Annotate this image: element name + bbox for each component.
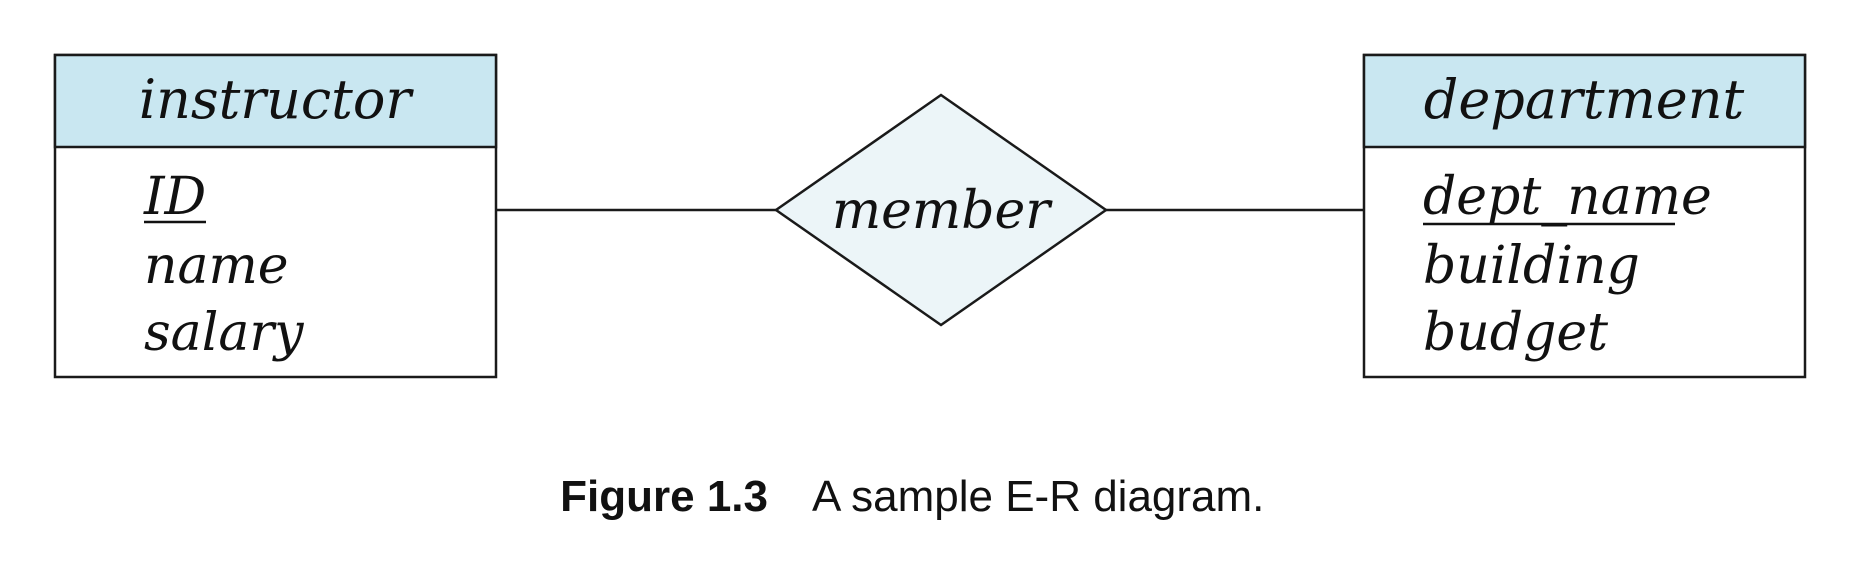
attribute-name: name — [144, 236, 289, 296]
entity-instructor-header — [53, 53, 498, 149]
entity-instructor: instructor ID name salary — [53, 53, 498, 379]
attribute-building: building — [1423, 236, 1640, 296]
entity-instructor-title: instructor — [139, 68, 415, 131]
relationship-diamond — [773, 93, 1109, 327]
entity-department: department dept_name building budget — [1362, 53, 1807, 379]
relationship-member-label: member — [832, 181, 1053, 241]
caption-label: Figure 1.3 — [560, 472, 768, 521]
attribute-id: ID — [143, 167, 206, 227]
entity-department-header — [1362, 53, 1807, 149]
attribute-dept-name: dept_name — [1423, 167, 1712, 227]
attribute-salary: salary — [144, 303, 304, 363]
figure-caption: Figure 1.3 A sample E-R diagram. — [560, 472, 1264, 521]
attribute-budget: budget — [1423, 303, 1608, 363]
entity-department-title: department — [1424, 68, 1745, 131]
caption-text: A sample E-R diagram. — [812, 472, 1264, 521]
relationship-member: member — [773, 93, 1109, 327]
